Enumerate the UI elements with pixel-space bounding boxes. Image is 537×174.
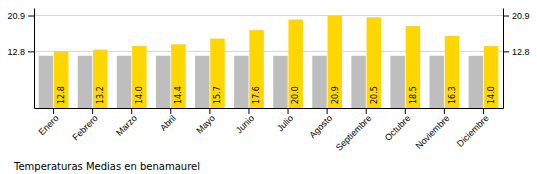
x-tick: Julio [275, 108, 295, 133]
y2-tick: 20.9 [503, 11, 530, 21]
bar [351, 56, 365, 108]
x-tick-label: Marzo [114, 113, 139, 138]
x-tick: Junio [234, 108, 256, 135]
data-label: 20.9 [331, 86, 340, 104]
x-tick: Diciembre [455, 108, 491, 149]
x-tick: Mayo [194, 108, 217, 136]
bar [312, 56, 326, 108]
y-tick: 20.9 [7, 11, 34, 21]
y2-tick: 12.8 [503, 47, 530, 57]
data-label: 20.5 [370, 86, 379, 104]
bar [367, 17, 381, 108]
data-label: 18.5 [409, 86, 418, 104]
bar [328, 16, 342, 108]
grid [34, 16, 503, 52]
bar [132, 46, 146, 108]
bar [156, 56, 170, 108]
bar [484, 46, 498, 108]
bar [54, 51, 68, 108]
x-tick: Octubre [383, 108, 413, 143]
x-tick-label: Febrero [70, 113, 99, 142]
chart: 12.8 13.2 14.0 14.4 15.7 17.6 20.0 20.9 20.5 18.5… [0, 0, 537, 174]
bar [406, 26, 420, 108]
bar [288, 20, 302, 108]
data-label: 14.0 [135, 86, 144, 104]
data-label: 15.7 [213, 86, 222, 104]
y-tick-label: 20.9 [7, 11, 25, 21]
x-tick-label: Septiembre [334, 113, 374, 153]
x-tick: Marzo [114, 108, 139, 138]
tick-mark [28, 16, 34, 17]
x-tick-label: Enero [37, 113, 61, 137]
x-tick-label: Diciembre [455, 113, 491, 149]
x-tick-label: Octubre [383, 113, 413, 143]
axis-line [34, 9, 35, 109]
data-label: 14.4 [174, 86, 183, 104]
y2-axis: 20.9 12.8 [503, 9, 530, 109]
axis-line [503, 9, 504, 109]
bar [195, 56, 209, 108]
title: Temperaturas Medias en benamaurel [13, 161, 200, 172]
x-tick: Septiembre [334, 108, 374, 153]
x-tick: Abril [158, 108, 178, 133]
x-tick: Enero [37, 108, 61, 137]
x-tick-label: Agosto [307, 113, 334, 140]
bar [445, 36, 459, 108]
x-tick: Febrero [70, 108, 99, 143]
tick-mark [503, 51, 509, 52]
x-tick-label: Julio [275, 113, 295, 133]
bars [39, 16, 499, 108]
bar [210, 39, 224, 108]
bar [234, 56, 248, 108]
data-label: 17.6 [252, 86, 261, 104]
data-label: 16.3 [448, 86, 457, 104]
x-tick: Noviembre [414, 108, 452, 151]
bar [273, 56, 287, 108]
bar [78, 56, 92, 108]
grid-line [34, 15, 503, 16]
axis-line [35, 108, 504, 109]
bar [430, 56, 444, 108]
x-tick-label: Abril [158, 113, 178, 133]
x-tick-label: Noviembre [414, 113, 452, 151]
tick-mark [28, 51, 34, 52]
bar [39, 56, 53, 108]
data-labels: 12.8 13.2 14.0 14.4 15.7 17.6 20.0 20.9 20.5 18.5… [57, 86, 496, 104]
tick-mark [503, 16, 509, 17]
y2-tick-label: 20.9 [512, 11, 530, 21]
data-label: 20.0 [291, 86, 300, 104]
bar [117, 56, 131, 108]
y-axis: 20.9 12.8 [7, 9, 34, 109]
data-label: 12.8 [57, 86, 66, 104]
y-tick: 12.8 [7, 47, 34, 57]
bar [390, 56, 404, 108]
x-axis: Enero Febrero Marzo Abril Mayo Junio Julio Agos… [35, 108, 504, 153]
bar [469, 56, 483, 108]
bar [249, 30, 263, 108]
y2-tick-label: 12.8 [512, 47, 530, 57]
data-label: 13.2 [96, 86, 105, 104]
y-tick-label: 12.8 [7, 47, 25, 57]
plot: 12.8 13.2 14.0 14.4 15.7 17.6 20.0 20.9 20.5 18.5… [7, 9, 529, 153]
x-tick-label: Junio [234, 113, 256, 135]
x-tick: Agosto [307, 108, 334, 140]
x-tick-label: Mayo [194, 113, 217, 136]
bar-series [54, 16, 498, 108]
bar [93, 50, 107, 108]
bar [171, 44, 185, 108]
data-label: 14.0 [487, 86, 496, 104]
